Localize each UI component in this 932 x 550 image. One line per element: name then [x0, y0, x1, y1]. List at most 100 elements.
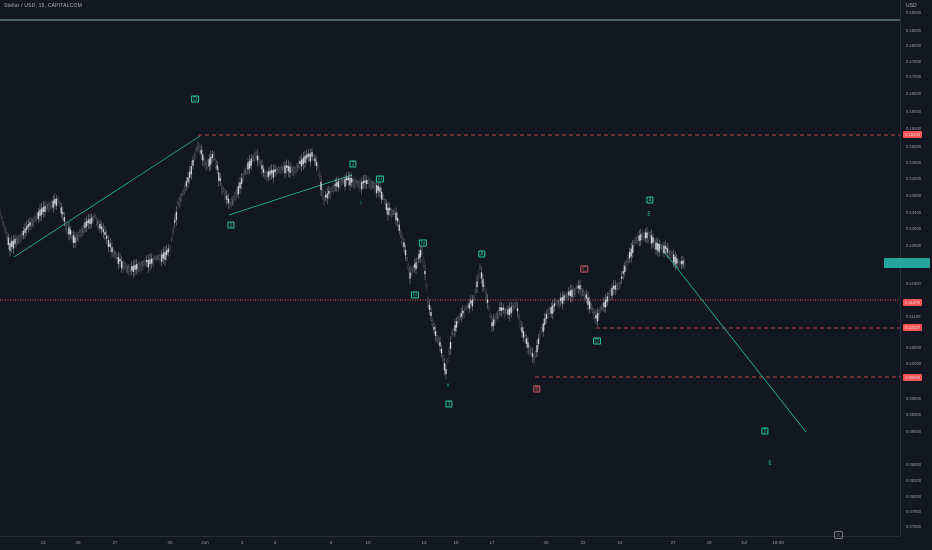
- time-tick-label: 5: [273, 540, 277, 545]
- candle-body: [193, 154, 196, 160]
- wave-label[interactable]: 5: [761, 427, 769, 435]
- candle-body: [590, 304, 592, 310]
- price-axis[interactable]: [900, 0, 932, 536]
- trendline-3[interactable]: [657, 243, 807, 433]
- time-axis[interactable]: [0, 536, 900, 550]
- candle-body: [446, 359, 449, 363]
- wave-label[interactable]: A: [478, 250, 486, 258]
- candle-body: [188, 171, 191, 178]
- candle-body: [85, 221, 88, 227]
- candle-body: [144, 260, 146, 265]
- price-tick-label: 0.19000: [906, 10, 922, 15]
- price-tick-label: 0.14200: [906, 176, 922, 181]
- time-tick-label: 23: [40, 540, 46, 545]
- candle-body: [187, 177, 189, 183]
- candle-body: [177, 201, 179, 205]
- candle-body: [47, 203, 50, 211]
- wave-label[interactable]: D: [191, 95, 199, 103]
- candle-body: [412, 267, 414, 272]
- trendline-2[interactable]: [228, 174, 353, 216]
- candle-body: [611, 287, 613, 296]
- candle-body: [463, 309, 466, 316]
- candle-body: [596, 313, 599, 322]
- candle-body: [658, 244, 660, 253]
- candle-body: [22, 230, 25, 236]
- candle-body: [566, 292, 568, 298]
- wave-label[interactable]: 2: [349, 160, 357, 168]
- candle-body: [210, 156, 212, 165]
- candle-body: [192, 159, 194, 166]
- price-badge[interactable]: 0.09090: [903, 374, 923, 381]
- symbol-title[interactable]: Stellar / USD, 15, CAPITALCOM: [4, 3, 82, 9]
- candle-body: [494, 316, 496, 323]
- price-tick-label: 0.09600: [906, 396, 922, 401]
- candle-body: [512, 305, 514, 312]
- candle-body: [58, 202, 61, 206]
- candle-body: [104, 232, 106, 236]
- wave-label[interactable]: iii: [410, 291, 420, 299]
- candle-body: [259, 162, 262, 166]
- candle-body: [297, 163, 300, 168]
- candle-body: [650, 235, 653, 244]
- wave-label[interactable]: v: [446, 382, 450, 389]
- candle-body: [360, 182, 363, 190]
- wave-label[interactable]: D: [593, 337, 601, 345]
- candle-body: [299, 161, 301, 165]
- wave-label[interactable]: B: [533, 385, 541, 393]
- candle-body: [342, 178, 345, 183]
- candle-body: [240, 178, 243, 184]
- candle-body: [536, 345, 538, 353]
- candle-body: [39, 209, 41, 217]
- wave-label[interactable]: E: [768, 460, 772, 467]
- price-badge[interactable]: 0.15233: [903, 131, 923, 138]
- candle-body: [167, 248, 170, 253]
- scroll-to-realtime-icon[interactable]: »: [834, 531, 843, 539]
- candle-body: [230, 199, 233, 206]
- candle-body: [664, 246, 667, 249]
- candle-body: [309, 153, 311, 162]
- candle-body: [505, 308, 508, 313]
- candle-body: [527, 342, 529, 348]
- candle-body: [652, 237, 654, 243]
- candle-body: [571, 289, 573, 297]
- trendline-1[interactable]: [13, 135, 201, 258]
- candle-body: [608, 293, 610, 301]
- price-tick-label: 0.15000: [906, 144, 922, 149]
- candle-body: [244, 170, 246, 174]
- candle-body: [90, 217, 93, 224]
- candle-body: [401, 236, 404, 245]
- candle-body: [235, 189, 238, 197]
- candle-body: [433, 326, 435, 330]
- price-chart-pane[interactable]: [0, 0, 900, 536]
- price-badge[interactable]: 0.10027: [903, 324, 923, 331]
- candle-body: [377, 185, 380, 191]
- price-badge[interactable]: [884, 258, 930, 268]
- candle-body: [380, 191, 383, 200]
- candle-body: [269, 170, 271, 176]
- wave-label[interactable]: C: [580, 265, 588, 273]
- candle-body: [307, 153, 310, 157]
- candle-body: [445, 369, 447, 375]
- candle-body: [630, 248, 632, 257]
- wave-label[interactable]: i: [360, 200, 362, 207]
- wave-label[interactable]: 3: [445, 400, 453, 408]
- candle-body: [666, 248, 668, 253]
- candle-body: [142, 261, 145, 266]
- wave-label[interactable]: 4: [646, 196, 654, 204]
- candle-body: [439, 342, 441, 347]
- wave-label[interactable]: iv: [418, 239, 428, 247]
- candle-body: [539, 332, 541, 338]
- candle-body: [172, 229, 174, 234]
- candle-body: [347, 177, 350, 181]
- candle-body: [114, 252, 116, 258]
- price-badge[interactable]: 0.11579: [903, 299, 922, 306]
- price-tick-label: 0.10000: [906, 361, 922, 366]
- wave-label[interactable]: iii: [375, 175, 385, 183]
- candle-body: [627, 255, 629, 264]
- wave-label[interactable]: E: [647, 211, 651, 218]
- time-tick-label: 13: [421, 540, 427, 545]
- wave-label[interactable]: 1: [227, 221, 235, 229]
- candle-body: [274, 169, 276, 173]
- candle-body: [580, 288, 583, 297]
- candle-body: [292, 167, 295, 176]
